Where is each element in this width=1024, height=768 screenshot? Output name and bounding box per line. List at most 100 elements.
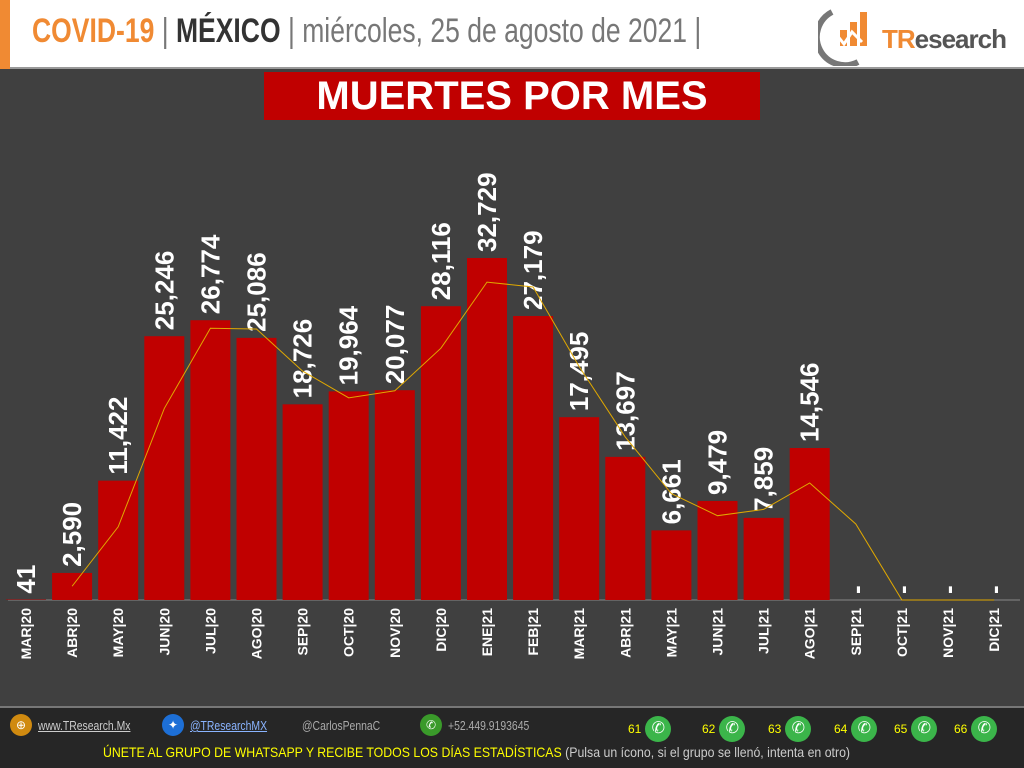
- x-tick-label: MAY|20: [110, 608, 126, 658]
- data-label: 14,546: [795, 362, 825, 442]
- header: COVID-19 | MÉXICO | miércoles, 25 de ago…: [0, 0, 1024, 69]
- data-label: 17,495: [564, 332, 594, 412]
- data-label: -: [933, 585, 963, 594]
- phone-number: +52.449.9193645: [448, 718, 530, 733]
- bar: [697, 500, 738, 600]
- bar: [52, 572, 93, 600]
- whatsapp-icon[interactable]: ✆: [911, 716, 938, 742]
- date-label: miércoles, 25 de agosto de 2021: [302, 12, 688, 50]
- whatsapp-group-66[interactable]: 66 ✆: [954, 716, 998, 742]
- group-number: 64: [834, 722, 848, 736]
- x-tick-label: JUN|20: [156, 608, 172, 656]
- data-label: 19,964: [334, 305, 364, 385]
- x-tick-label: OCT|21: [894, 608, 910, 657]
- x-tick-label: AGO|21: [802, 608, 818, 660]
- group-number: 66: [954, 722, 968, 736]
- data-label: 6,661: [656, 459, 686, 524]
- x-tick-label: DIC|21: [986, 608, 1002, 652]
- x-tick-label: ABR|20: [64, 608, 80, 658]
- bar: [513, 315, 554, 600]
- data-label: 27,179: [518, 230, 548, 310]
- user-handle: @CarlosPennaC: [302, 718, 381, 733]
- data-label: 32,729: [472, 172, 502, 252]
- whatsapp-group-61[interactable]: 61 ✆: [628, 716, 672, 742]
- group-number: 62: [702, 722, 716, 736]
- data-label: 11,422: [103, 397, 133, 475]
- x-tick-label: FEB|21: [525, 608, 541, 656]
- whatsapp-icon[interactable]: ✆: [719, 716, 746, 742]
- cta-text: ÚNETE AL GRUPO DE WHATSAPP Y RECIBE TODO…: [103, 744, 562, 760]
- x-tick-label: JUN|21: [710, 608, 726, 656]
- data-label: 20,077: [380, 305, 410, 385]
- bar: [743, 517, 784, 600]
- x-tick-label: MAR|21: [571, 608, 587, 660]
- chart-title: MUERTES POR MES: [264, 72, 760, 120]
- data-label: 13,697: [610, 371, 640, 451]
- globe-icon: ⊕: [10, 714, 32, 736]
- whatsapp-icon[interactable]: ✆: [851, 716, 878, 742]
- logo-text: TResearch: [882, 24, 1007, 54]
- data-label: -: [887, 585, 917, 594]
- footer: ⊕ www.TResearch.Mx ✦ @TResearchMX @Carlo…: [0, 706, 1024, 768]
- website-link[interactable]: www.TResearch.Mx: [38, 718, 131, 733]
- group-number: 63: [768, 722, 782, 736]
- group-number: 61: [628, 722, 642, 736]
- data-label: 18,726: [288, 319, 318, 399]
- tresearch-logo: TResearch: [813, 4, 1024, 69]
- x-tick-label: ENE|21: [479, 608, 495, 656]
- x-tick-label: OCT|20: [341, 608, 357, 657]
- separator: |: [280, 12, 303, 50]
- bar: [420, 306, 461, 600]
- x-tick-label: SEP|20: [295, 608, 311, 656]
- x-tick-label: JUL|20: [202, 608, 218, 654]
- phone-icon: ✆: [420, 714, 442, 736]
- country-label: MÉXICO: [175, 12, 281, 50]
- separator: |: [154, 12, 176, 50]
- bar: [282, 404, 323, 600]
- x-tick-label: NOV|21: [940, 608, 956, 658]
- whatsapp-group-65[interactable]: 65 ✆: [894, 716, 938, 742]
- x-tick-label: NOV|20: [387, 608, 403, 658]
- bar: [559, 417, 600, 600]
- whatsapp-icon[interactable]: ✆: [645, 716, 672, 742]
- data-label: 7,859: [749, 447, 779, 512]
- whatsapp-group-64[interactable]: 64 ✆: [834, 716, 878, 742]
- bar-chart: 41 MAR|20 2,590 ABR|20 11,422 MAY|20 25,246 JUN…: [6, 172, 1020, 660]
- x-tick-label: JUL|21: [756, 608, 772, 654]
- x-tick-label: ABR|21: [617, 608, 633, 658]
- bar: [328, 391, 369, 600]
- x-tick-label: AGO|20: [249, 608, 265, 660]
- bar: [374, 390, 415, 600]
- whatsapp-group-62[interactable]: 62 ✆: [702, 716, 746, 742]
- x-tick-label: MAY|21: [663, 608, 679, 658]
- logo-chart-icon: [813, 9, 867, 69]
- whatsapp-group-63[interactable]: 63 ✆: [768, 716, 812, 742]
- header-title: COVID-19 | MÉXICO | miércoles, 25 de ago…: [32, 12, 701, 51]
- bar: [651, 530, 692, 600]
- cta-note: (Pulsa un ícono, si el grupo se llenó, i…: [561, 744, 851, 760]
- bar: [789, 448, 830, 600]
- bar: [144, 336, 185, 600]
- data-label: 28,116: [426, 222, 456, 300]
- data-label: -: [979, 585, 1009, 594]
- bar: [190, 320, 231, 600]
- covid-label: COVID-19: [32, 12, 155, 50]
- whatsapp-cta: ÚNETE AL GRUPO DE WHATSAPP Y RECIBE TODO…: [103, 744, 850, 760]
- bar: [98, 480, 139, 600]
- x-tick-label: SEP|21: [848, 608, 864, 656]
- bar: [236, 337, 277, 600]
- bar: [467, 258, 507, 600]
- data-label: 25,086: [242, 252, 272, 332]
- x-tick-label: MAR|20: [18, 608, 34, 660]
- whatsapp-icon[interactable]: ✆: [785, 716, 812, 742]
- x-tick-label: DIC|20: [433, 608, 449, 652]
- twitter-icon: ✦: [162, 714, 184, 736]
- data-label: 41: [11, 565, 41, 594]
- data-label: -: [841, 585, 871, 594]
- data-label: 2,590: [57, 502, 87, 567]
- data-label: 26,774: [195, 234, 225, 314]
- group-number: 65: [894, 722, 908, 736]
- whatsapp-icon[interactable]: ✆: [971, 716, 998, 742]
- twitter-link[interactable]: @TResearchMX: [190, 718, 268, 733]
- data-label: 25,246: [149, 251, 179, 331]
